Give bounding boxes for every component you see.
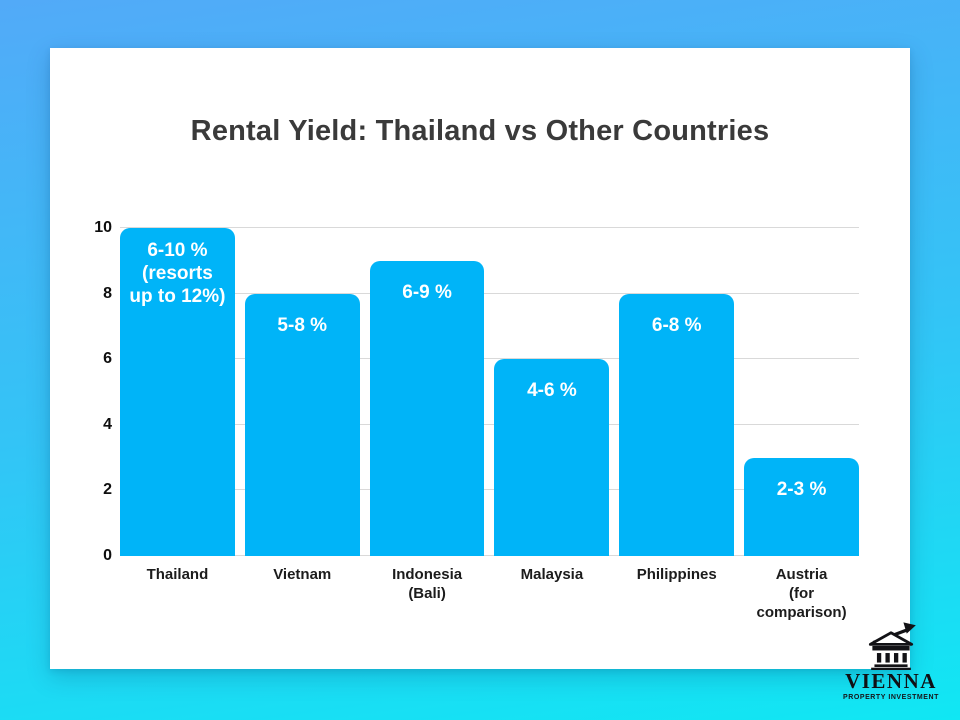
logo-brand-text: VIENNA — [845, 669, 937, 693]
bar-indonesia: 6-9 % — [369, 260, 485, 556]
x-category-label-vietnam: Vietnam — [273, 566, 332, 583]
gridline-y-8 — [120, 292, 859, 294]
bar-austria: 2-3 % — [744, 457, 859, 556]
bar-value-label: 6-10 % (resorts up to 12%) — [129, 240, 226, 307]
bar-value-label: 6-9 % — [402, 281, 452, 303]
gridline-y-10 — [120, 227, 859, 228]
logo-tagline-text: PROPERTY INVESTMENT — [843, 694, 939, 701]
bar-value-label: 4-6 % — [527, 380, 577, 402]
bar-value-label: 6-8 % — [651, 314, 702, 336]
bar-vietnam: 5-8 % — [244, 293, 360, 556]
x-category-label-thailand: Thailand — [146, 566, 209, 583]
bar-chart-plot-area: 0 2 4 6 8 10 6-10 % (resorts up to 12%) 5-8 % 6-9… — [94, 219, 859, 621]
y-tick-label-2: 2 — [103, 481, 112, 499]
gridline-y-6 — [120, 358, 859, 360]
x-axis-category-labels: Thailand Vietnam Indonesia (Bali) Malaysia Ph… — [120, 565, 859, 622]
chart-card: Rental Yield: Thailand vs Other Countrie… — [50, 48, 910, 669]
y-tick-label-0: 0 — [103, 547, 112, 564]
vienna-logo: VIENNA PROPERTY INVESTMENT — [832, 622, 950, 702]
x-category-label-malaysia: Malaysia — [520, 566, 584, 583]
gridline-y-0 — [120, 555, 859, 556]
bars-layer: 6-10 % (resorts up to 12%) 5-8 % 6-9 % 4-6 % 6… — [120, 228, 859, 556]
bar-thailand: 6-10 % (resorts up to 12%) — [120, 228, 235, 556]
gridline-y-4 — [120, 423, 859, 425]
x-category-label-indonesia: Indonesia (Bali) — [392, 566, 463, 602]
x-category-label-austria: Austria (for comparison) — [756, 566, 847, 621]
bar-value-label: 5-8 % — [277, 314, 328, 336]
y-tick-label-6: 6 — [103, 350, 112, 368]
y-tick-label-8: 8 — [103, 284, 112, 302]
y-tick-label-4: 4 — [103, 415, 112, 433]
bar-philippines: 6-8 % — [619, 293, 735, 556]
y-tick-label-10: 10 — [94, 219, 112, 236]
classical-building-growth-arrow-icon — [868, 622, 916, 670]
chart-title: Rental Yield: Thailand vs Other Countrie… — [190, 115, 770, 147]
bar-value-label: 2-3 % — [776, 478, 827, 500]
gridline-y-2 — [120, 489, 859, 491]
x-category-label-philippines: Philippines — [636, 566, 717, 583]
bar-malaysia: 4-6 % — [494, 359, 610, 556]
